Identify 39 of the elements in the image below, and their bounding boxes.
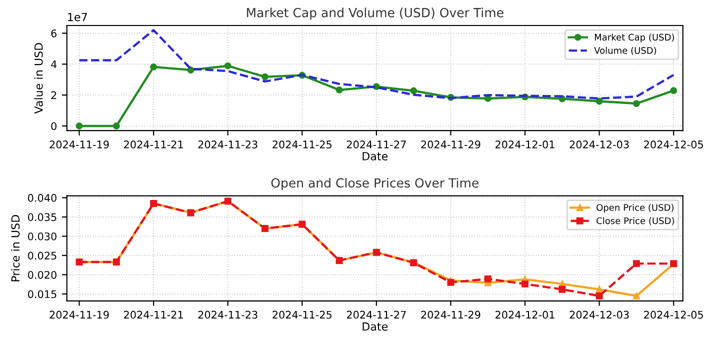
y-tick-label: 0.025 xyxy=(28,252,56,260)
y-tick-label: 6 xyxy=(51,29,56,38)
x-tick-label: 2024-12-03 xyxy=(570,140,629,148)
x-tick-label: 2024-12-01 xyxy=(496,310,554,319)
x-tick-label: 2024-11-23 xyxy=(198,140,258,148)
y-tick-label: 2 xyxy=(51,91,56,100)
y-tick-label: 4 xyxy=(51,60,57,68)
y-axis-title: Value in USD xyxy=(34,42,43,114)
x-tick-label: 2024-11-19 xyxy=(50,310,109,319)
y-tick-label: 0.040 xyxy=(28,194,56,202)
x-tick-label: 2024-11-21 xyxy=(124,140,183,148)
x-axis-title: Date xyxy=(362,322,388,331)
x-tick-label: 2024-12-03 xyxy=(570,310,629,319)
legend-label: Volume (USD) xyxy=(594,46,656,55)
x-tick-label: 2024-11-27 xyxy=(346,140,406,148)
chart-title: Market Cap and Volume (USD) Over Time xyxy=(246,8,504,20)
chart-title: Open and Close Prices Over Time xyxy=(271,178,478,190)
x-tick-label: 2024-12-05 xyxy=(644,310,703,319)
x-tick-label: 2024-11-23 xyxy=(198,310,258,319)
x-tick-label: 2024-12-05 xyxy=(644,140,703,148)
y-tick-label: 0.015 xyxy=(28,290,56,298)
y-tick-label: 0.030 xyxy=(28,232,56,240)
x-tick-label: 2024-11-21 xyxy=(124,310,183,319)
legend-label: Market Cap (USD) xyxy=(594,34,674,42)
legend-label: Close Price (USD) xyxy=(596,217,674,226)
y-tick-label: 0.020 xyxy=(28,270,56,279)
legend-label: Open Price (USD) xyxy=(596,204,674,213)
y-axis-title: Price in USD xyxy=(11,214,20,282)
x-tick-label: 2024-11-19 xyxy=(50,140,109,148)
x-tick-label: 2024-12-01 xyxy=(496,140,554,148)
x-tick-label: 2024-11-25 xyxy=(272,140,332,148)
x-tick-label: 2024-11-29 xyxy=(421,310,480,319)
x-tick-label: 2024-11-29 xyxy=(421,140,480,148)
y-tick-label: 0 xyxy=(51,122,56,130)
text: 1e7 xyxy=(68,12,87,22)
x-tick-label: 2024-11-27 xyxy=(346,310,406,319)
x-axis-title: Date xyxy=(362,152,388,160)
y-tick-label: 0.035 xyxy=(28,213,56,222)
x-tick-label: 2024-11-25 xyxy=(272,310,332,319)
